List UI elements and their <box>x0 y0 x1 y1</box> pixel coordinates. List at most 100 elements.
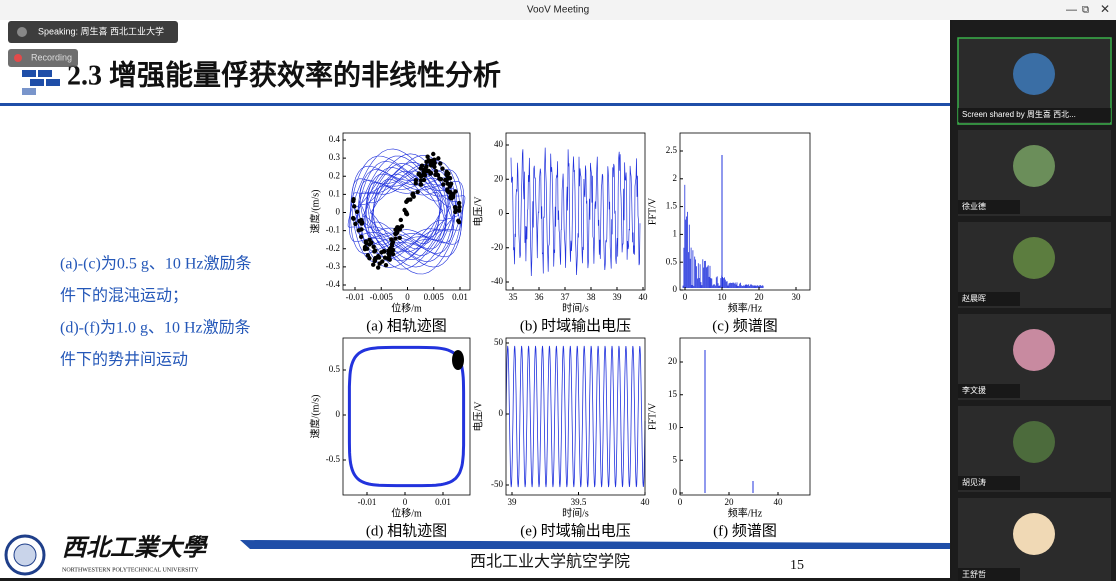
poincare-point <box>444 169 449 174</box>
note-line: (a)-(c)为0.5 g、10 Hz激励条 <box>60 255 252 273</box>
trajectory <box>347 148 466 275</box>
x-tick-label: 40 <box>641 497 651 507</box>
poincare-point <box>375 265 381 270</box>
x-tick-label: 38 <box>587 292 597 302</box>
page-number: 15 <box>790 558 804 573</box>
poincare-point <box>373 256 378 262</box>
plot-area <box>704 350 754 493</box>
x-tick-label: 20 <box>725 497 735 507</box>
axes-box <box>505 337 646 496</box>
panel-caption: (e) 时域输出电压 <box>520 522 630 539</box>
poincare-point <box>411 194 416 199</box>
x-tick-label: 40 <box>639 292 649 302</box>
plot-area <box>510 147 641 277</box>
figure-panel: 35 36 37 38 39 40 40 20 0 -20 -40 时间/s 电压/V (b) 时域输出电… <box>471 132 649 334</box>
plot-area <box>505 345 646 488</box>
window-title: VooV Meeting <box>527 5 589 16</box>
y-tick-label: 0 <box>673 284 678 294</box>
restore[interactable]: ⧉ <box>1082 5 1089 16</box>
poincare-point <box>425 154 430 159</box>
participant-name: 徐业德 <box>962 201 986 211</box>
y-tick-label: 0 <box>499 408 504 418</box>
y-tick-label: -0.5 <box>326 454 341 464</box>
y-tick-label: 0.3 <box>329 152 341 162</box>
poincare-point <box>431 159 437 164</box>
x-axis-label: 频率/Hz <box>728 506 763 519</box>
poincare-point <box>369 240 374 245</box>
speaking-banner <box>8 21 178 43</box>
y-axis-label: FFT/V <box>647 197 658 225</box>
title-bar <box>0 0 1116 20</box>
poincare-point <box>371 244 376 250</box>
trajectory <box>369 170 444 253</box>
participant-tile[interactable]: 徐业德 <box>958 130 1111 216</box>
y-tick-label: 40 <box>494 139 504 149</box>
y-tick-label: 0.4 <box>329 134 341 144</box>
x-tick-label: 39.5 <box>571 497 587 507</box>
note-line: (d)-(f)为1.0 g、10 Hz激励条 <box>60 319 251 337</box>
poincare-point <box>456 208 462 213</box>
poincare-point <box>428 160 433 166</box>
poincare-point <box>397 227 403 232</box>
participant-name: 赵晨晖 <box>962 293 986 303</box>
recording-badge <box>8 49 78 67</box>
poincare-point <box>456 200 462 206</box>
participant-name: 王舒哲 <box>962 569 986 579</box>
poincare-point <box>415 189 420 195</box>
y-tick-label: 0.5 <box>666 256 678 266</box>
poincare-point <box>387 253 392 259</box>
poincare-point <box>433 168 439 174</box>
close[interactable]: ✕ <box>1100 2 1110 16</box>
poincare-point <box>426 168 431 174</box>
x-tick-label: 0 <box>678 497 683 507</box>
panel-caption: (b) 时域输出电压 <box>520 317 631 334</box>
x-axis-label: 时间/s <box>562 301 589 314</box>
poincare-point <box>424 164 429 169</box>
participant-tile[interactable]: 王舒哲 <box>958 498 1111 581</box>
name-bg <box>958 292 1020 306</box>
y-tick-label: 10 <box>668 422 678 432</box>
y-axis-label: 电压/V <box>471 401 484 432</box>
x-tick-label: 0.01 <box>452 292 468 302</box>
participant-name: 胡见涛 <box>962 477 986 487</box>
poincare-point <box>388 246 393 251</box>
participant-tile[interactable]: Screen shared by 周生喜 西北... <box>957 37 1112 125</box>
participant-tile[interactable]: 李文援 <box>958 314 1111 400</box>
slide-title: 2.3 增强能量俘获效率的非线性分析 <box>67 58 501 91</box>
x-tick-label: -0.005 <box>370 292 394 302</box>
poincare-point <box>441 182 446 187</box>
axes-box <box>679 337 811 496</box>
poincare-point <box>443 178 449 183</box>
minimize[interactable]: — <box>1066 4 1077 16</box>
y-tick-label: -0.4 <box>326 279 341 289</box>
y-tick-label: 0.5 <box>329 364 341 374</box>
poincare-point <box>416 171 422 176</box>
y-tick-label: 0 <box>499 208 504 218</box>
poincare-point <box>356 228 361 233</box>
poincare-point <box>393 236 398 241</box>
school-name-en: NORTHWESTERN POLYTECHNICAL UNIVERSITY <box>62 567 199 573</box>
note-line: 件下的混沌运动； <box>60 287 188 305</box>
poincare-cluster <box>452 350 464 370</box>
poincare-point <box>453 209 458 215</box>
participant-tile[interactable]: 胡见涛 <box>958 406 1111 492</box>
participant-tile[interactable]: 赵晨晖 <box>958 222 1111 308</box>
poincare-point <box>457 204 462 210</box>
panel-caption: (d) 相轨迹图 <box>366 522 447 539</box>
y-tick-label: -0.1 <box>326 225 340 235</box>
y-tick-label: 50 <box>494 337 504 347</box>
axes-box <box>342 132 471 291</box>
y-tick-label: 0 <box>673 487 678 497</box>
poincare-point <box>393 227 398 232</box>
trajectory <box>355 155 458 268</box>
x-axis-label: 位移/m <box>391 301 422 314</box>
panel-caption: (a) 相轨迹图 <box>366 317 446 334</box>
poincare-point <box>353 221 358 227</box>
x-axis-label: 位移/m <box>391 506 422 519</box>
recording-text: Recording <box>31 52 72 62</box>
y-tick-label: 20 <box>494 173 504 183</box>
poincare-point <box>438 161 443 166</box>
x-tick-label: 0 <box>403 497 408 507</box>
